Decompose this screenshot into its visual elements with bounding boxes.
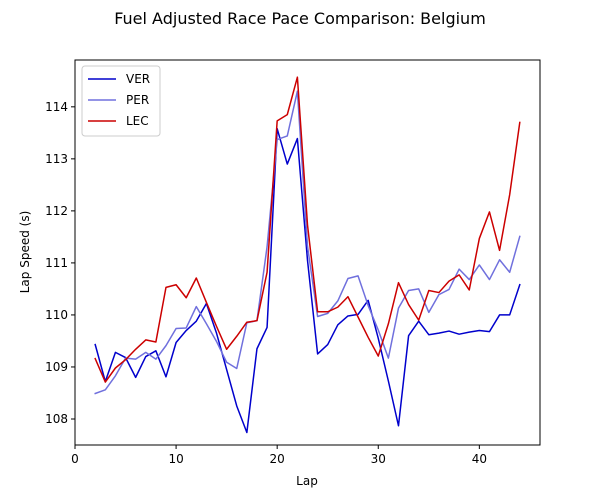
chart-title: Fuel Adjusted Race Pace Comparison: Belg… (114, 9, 486, 28)
plot-area: 0 10 20 30 40 108 109 110 111 112 113 114 (45, 59, 541, 466)
plot-frame (74, 59, 541, 446)
legend-label-ver: VER (126, 72, 150, 86)
y-tick-label: 113 (45, 152, 68, 166)
x-tick-label: 40 (472, 452, 487, 466)
series-line-ver (94, 127, 521, 434)
legend-box (81, 65, 161, 137)
series-lines (94, 76, 521, 434)
x-tick-label: 30 (371, 452, 386, 466)
y-tick-label: 114 (45, 100, 68, 114)
series-line-per (94, 90, 521, 395)
x-axis-label: Lap (296, 474, 318, 488)
y-axis-label: Lap Speed (s) (18, 211, 32, 294)
y-tick-label: 109 (45, 360, 68, 374)
y-tick-label: 111 (45, 256, 68, 270)
y-tick-label: 108 (45, 412, 68, 426)
x-tick-label: 10 (168, 452, 183, 466)
legend-label-per: PER (126, 93, 149, 107)
x-axis-ticks: 0 10 20 30 40 (71, 445, 487, 466)
y-axis-ticks: 108 109 110 111 112 113 114 (45, 100, 75, 426)
legend-label-lec: LEC (126, 114, 149, 128)
x-tick-label: 20 (270, 452, 285, 466)
y-tick-label: 112 (45, 204, 68, 218)
y-tick-label: 110 (45, 308, 68, 322)
legend-items: VER PER LEC (88, 72, 150, 128)
x-tick-label: 0 (71, 452, 79, 466)
series-line-lec (94, 76, 521, 383)
legend: VER PER LEC (81, 65, 161, 137)
